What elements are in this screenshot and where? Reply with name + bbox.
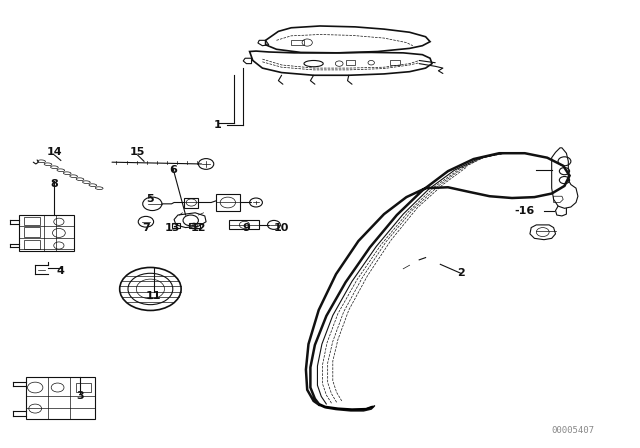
Text: 14: 14 (47, 147, 62, 157)
Text: 5: 5 (147, 194, 154, 204)
Text: 10: 10 (274, 224, 289, 233)
Text: 13: 13 (165, 224, 180, 233)
Text: -16: -16 (515, 206, 535, 215)
Text: 6: 6 (169, 165, 177, 175)
Text: 12: 12 (191, 224, 206, 233)
Text: 4: 4 (57, 266, 65, 276)
Text: 11: 11 (146, 291, 161, 301)
Text: 3: 3 (76, 392, 84, 401)
Text: 00005407: 00005407 (551, 426, 595, 435)
Text: 15: 15 (130, 147, 145, 157)
Text: 7: 7 (142, 224, 150, 233)
Text: 2: 2 (457, 268, 465, 278)
Text: 1: 1 (214, 121, 221, 130)
Text: 8: 8 (51, 179, 58, 189)
Text: 9: 9 (243, 224, 250, 233)
